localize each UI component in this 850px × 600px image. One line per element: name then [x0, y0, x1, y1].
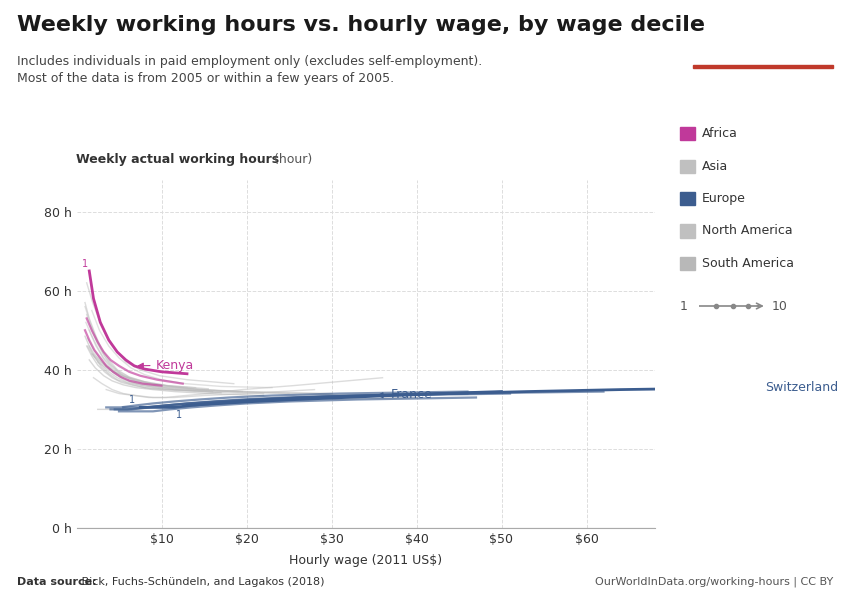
Text: Weekly actual working hours: Weekly actual working hours — [76, 153, 280, 166]
Text: OurWorldInData.org/working-hours | CC BY: OurWorldInData.org/working-hours | CC BY — [595, 576, 833, 587]
Text: Most of the data is from 2005 or within a few years of 2005.: Most of the data is from 2005 or within … — [17, 72, 394, 85]
Text: 1: 1 — [82, 259, 88, 269]
Text: North America: North America — [702, 224, 793, 238]
Text: Africa: Africa — [702, 127, 738, 140]
Text: Switzerland: Switzerland — [765, 381, 838, 394]
Text: 1: 1 — [176, 410, 182, 420]
Text: 1: 1 — [129, 395, 135, 405]
Text: Includes individuals in paid employment only (excludes self-employment).: Includes individuals in paid employment … — [17, 55, 482, 68]
X-axis label: Hourly wage (2011 US$): Hourly wage (2011 US$) — [289, 554, 442, 567]
Text: Europe: Europe — [702, 192, 746, 205]
Text: Bick, Fuchs-Schündeln, and Lagakos (2018): Bick, Fuchs-Schündeln, and Lagakos (2018… — [78, 577, 325, 587]
Text: Data source:: Data source: — [17, 577, 97, 587]
Text: 1: 1 — [680, 299, 688, 313]
Text: Asia: Asia — [702, 160, 728, 173]
Text: (hour): (hour) — [270, 153, 313, 166]
Text: 10: 10 — [772, 299, 788, 313]
Text: Kenya: Kenya — [139, 359, 194, 371]
Text: Our World: Our World — [729, 25, 796, 38]
Text: in Data: in Data — [739, 45, 787, 58]
Text: South America: South America — [702, 257, 794, 270]
Text: Weekly working hours vs. hourly wage, by wage decile: Weekly working hours vs. hourly wage, by… — [17, 15, 705, 35]
Text: France: France — [378, 388, 433, 401]
